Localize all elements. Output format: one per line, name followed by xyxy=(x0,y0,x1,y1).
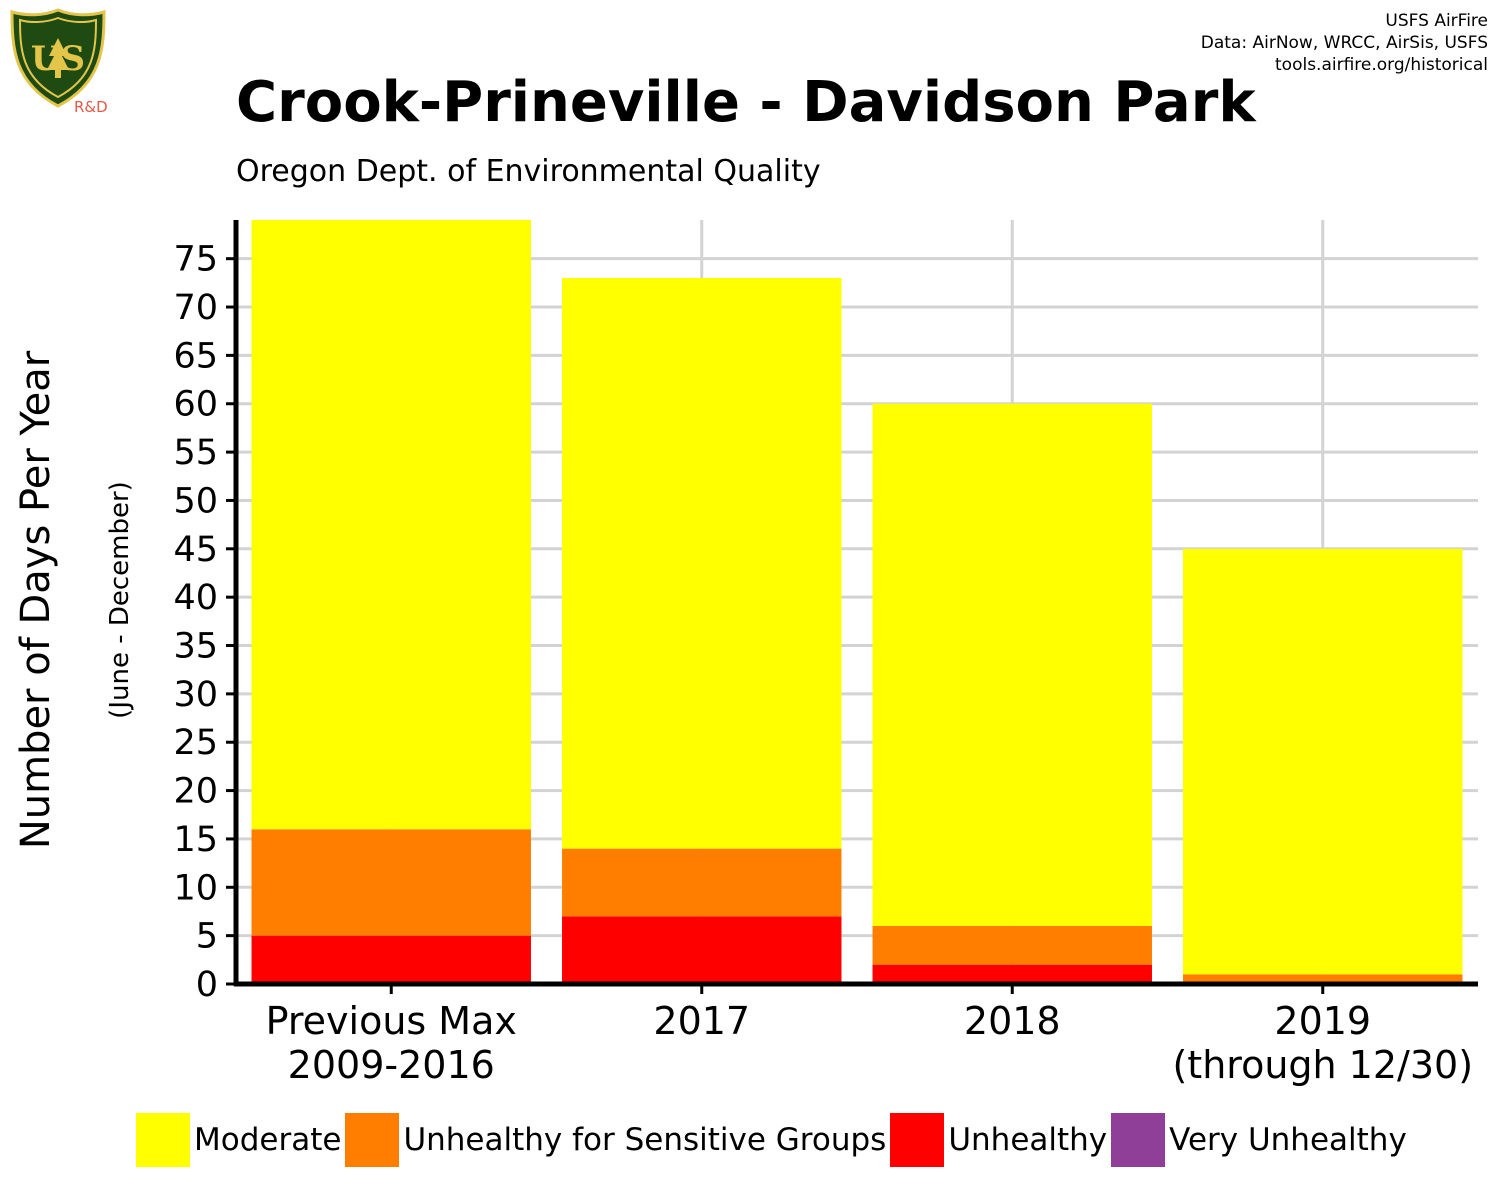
y-tick-label: 75 xyxy=(173,240,218,280)
y-tick-label: 15 xyxy=(173,820,218,860)
credit-line: USFS AirFire xyxy=(1385,11,1488,31)
y-tick-label: 60 xyxy=(173,385,218,425)
credit-line: Data: AirNow, WRCC, AirSis, USFS xyxy=(1200,33,1488,53)
credit-line: tools.airfire.org/historical xyxy=(1275,55,1488,75)
legend: Moderate Unhealthy for Sensitive Groups Un… xyxy=(136,1113,1411,1167)
legend-swatch xyxy=(345,1113,400,1167)
x-tick-label: Previous Max xyxy=(266,999,517,1043)
legend-item: Moderate xyxy=(136,1113,341,1167)
bar-segment xyxy=(872,403,1152,926)
legend-swatch xyxy=(890,1113,945,1167)
bar-segment xyxy=(562,916,842,984)
bar-segment xyxy=(562,278,842,849)
y-tick-label: 65 xyxy=(173,336,218,376)
x-tick-label: 2009-2016 xyxy=(288,1043,495,1087)
y-tick-label: 70 xyxy=(173,288,218,328)
y-tick-label: 55 xyxy=(173,433,218,473)
y-tick-label: 35 xyxy=(173,627,218,667)
bar-segment xyxy=(1183,548,1463,975)
y-tick-label: 0 xyxy=(196,965,218,1005)
logo-subtext: R&D xyxy=(74,98,108,116)
chart-title: Crook-Prineville - Davidson Park xyxy=(236,70,1256,135)
legend-item: Very Unhealthy xyxy=(1111,1113,1407,1167)
bar-segment xyxy=(872,925,1152,965)
y-tick-label: 50 xyxy=(173,481,218,521)
legend-label: Moderate xyxy=(194,1122,342,1158)
bar-segment xyxy=(872,964,1152,984)
legend-item: Unhealthy xyxy=(890,1113,1107,1167)
y-tick-label: 40 xyxy=(173,578,218,618)
legend-swatch xyxy=(1111,1113,1166,1167)
x-tick-label: 2019 xyxy=(1274,999,1371,1043)
x-tick-label: 2017 xyxy=(653,999,750,1043)
bar-segment xyxy=(1183,974,1463,984)
usfs-shield-icon: US xyxy=(10,8,106,108)
y-tick-label: 10 xyxy=(173,868,218,908)
y-tick-label: 20 xyxy=(173,772,218,812)
bar-segment xyxy=(251,829,531,936)
credits: USFS AirFire Data: AirNow, WRCC, AirSis,… xyxy=(1201,10,1488,76)
x-tick-label: (through 12/30) xyxy=(1172,1043,1473,1087)
x-tick-label: 2018 xyxy=(964,999,1061,1043)
legend-swatch xyxy=(136,1113,190,1167)
bar-segment xyxy=(562,848,842,917)
legend-label: Unhealthy xyxy=(948,1122,1108,1158)
y-tick-label: 45 xyxy=(173,530,218,570)
bar-segment xyxy=(251,220,531,830)
y-tick-label: 25 xyxy=(173,723,218,763)
legend-label: Unhealthy for Sensitive Groups xyxy=(403,1122,887,1158)
chart-subtitle: Oregon Dept. of Environmental Quality xyxy=(236,154,821,189)
y-tick-label: 30 xyxy=(173,675,218,715)
usfs-logo: US xyxy=(8,8,108,112)
bar-segment xyxy=(251,935,531,984)
y-tick-label: 5 xyxy=(196,917,218,957)
legend-item: Unhealthy for Sensitive Groups xyxy=(345,1113,886,1167)
legend-label: Very Unhealthy xyxy=(1169,1122,1407,1158)
